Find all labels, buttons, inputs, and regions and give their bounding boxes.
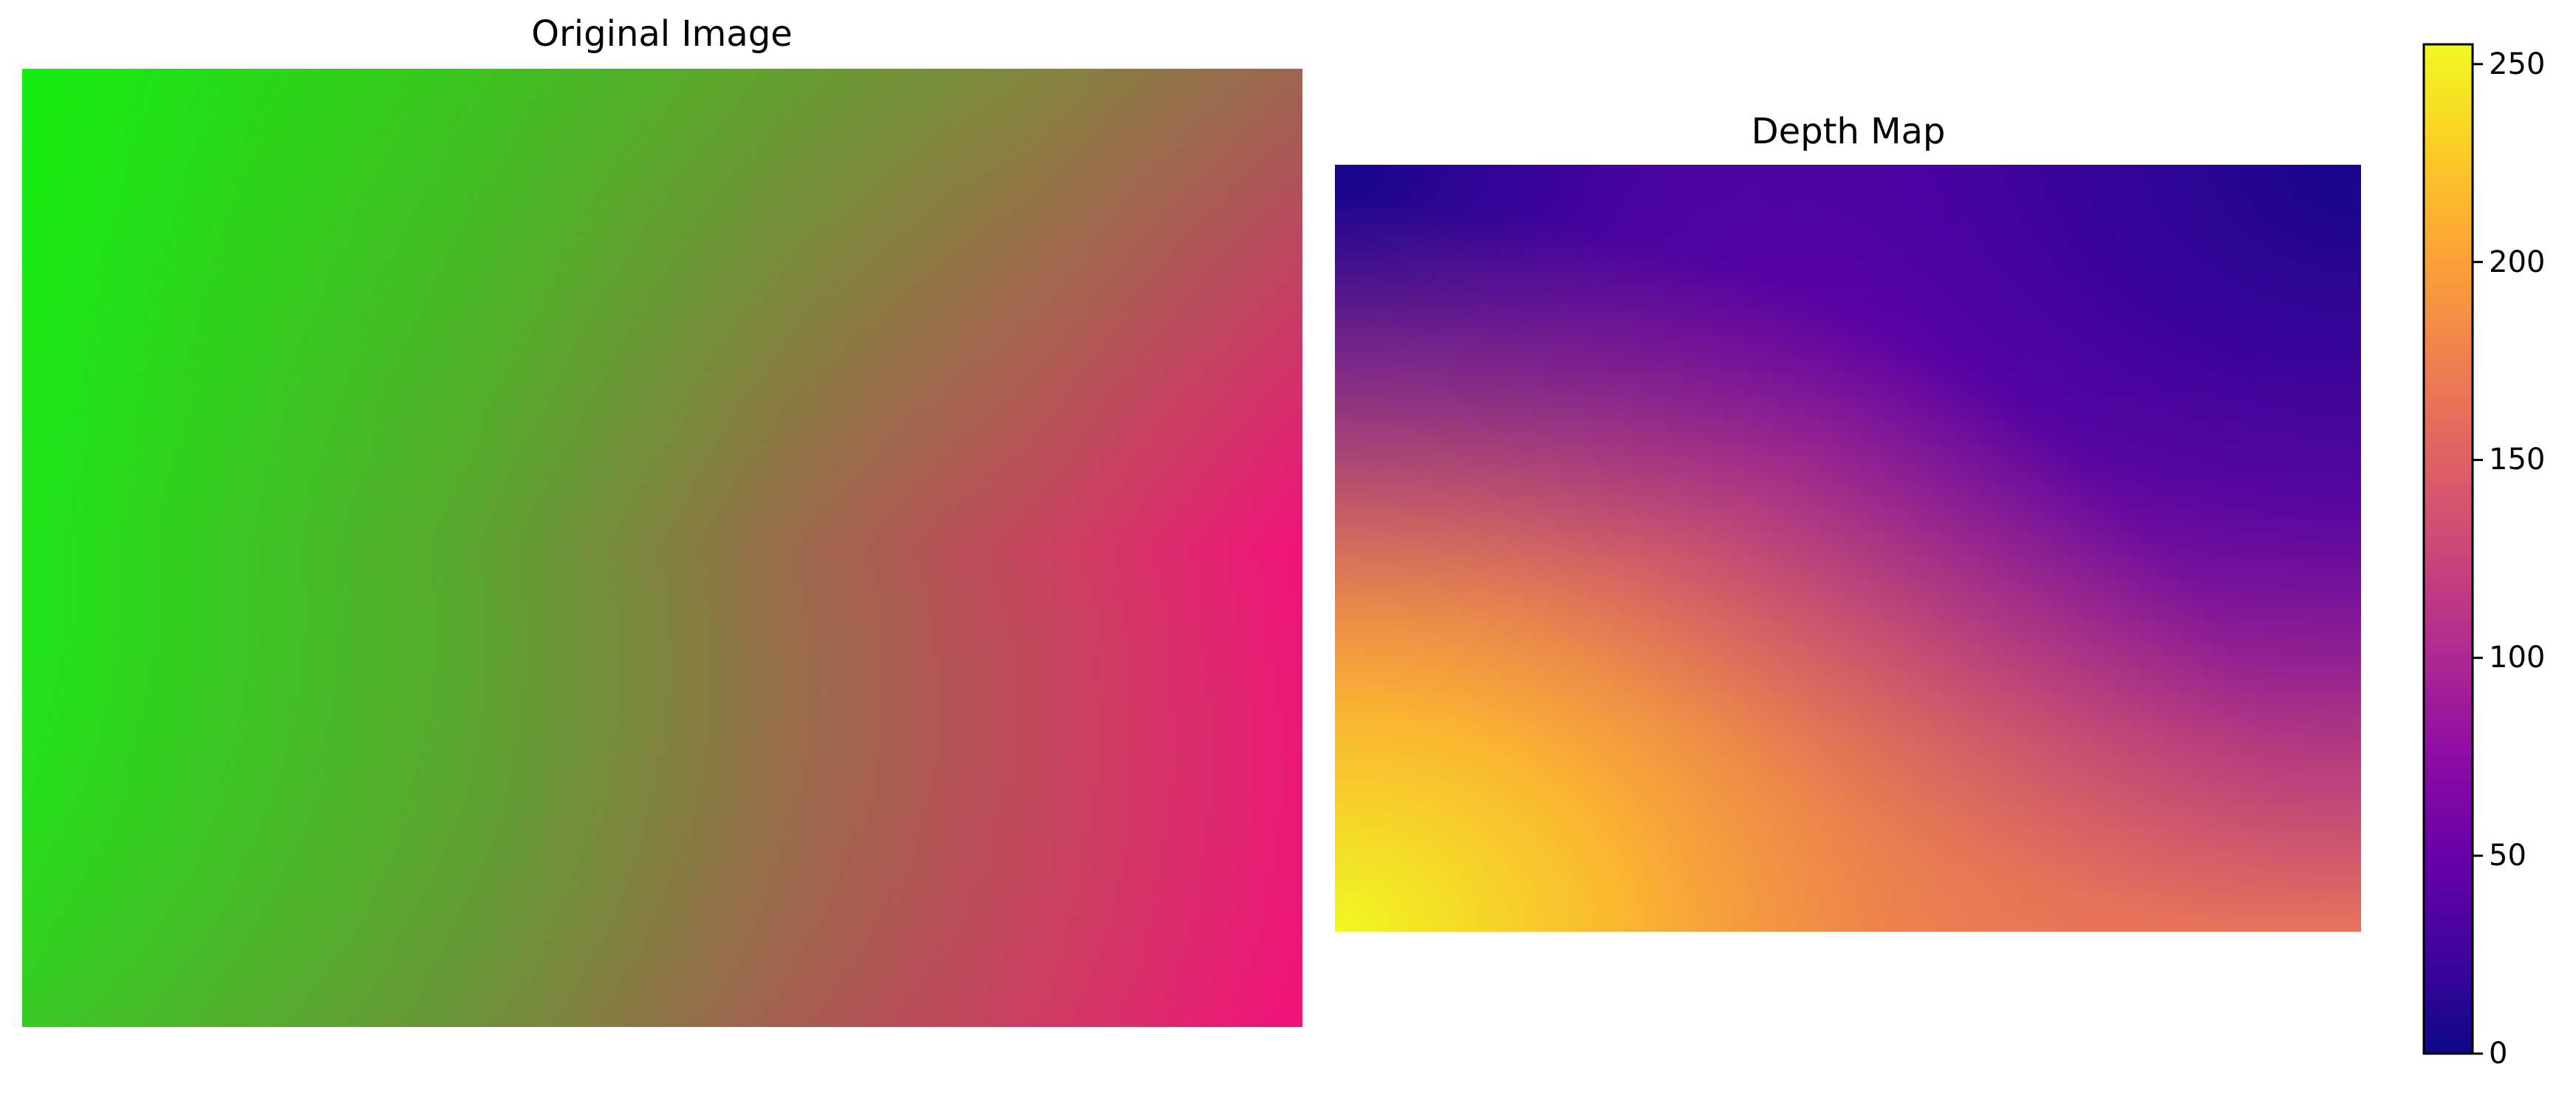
original-image-title: Original Image xyxy=(531,13,793,55)
colorbar-gradient xyxy=(2424,44,2473,1054)
colorbar-tick-label: 0 xyxy=(2489,1037,2508,1071)
depth-map-hot-region xyxy=(1335,165,2361,932)
colorbar-frame xyxy=(2422,43,2474,1055)
depth-map-title: Depth Map xyxy=(1751,111,1946,152)
colorbar-ticks xyxy=(2473,63,2483,1055)
original-image-panel xyxy=(22,69,1302,1027)
colorbar-tick-label: 200 xyxy=(2489,245,2546,279)
original-image-tint xyxy=(22,69,1302,1027)
colorbar-tick-label: 100 xyxy=(2489,641,2546,675)
colorbar-tick-label: 50 xyxy=(2489,839,2527,873)
colorbar xyxy=(2422,43,2483,1055)
colorbar-tick-label: 250 xyxy=(2489,47,2546,81)
depth-map-panel xyxy=(1335,165,2361,932)
colorbar-tick-label: 150 xyxy=(2489,443,2546,477)
